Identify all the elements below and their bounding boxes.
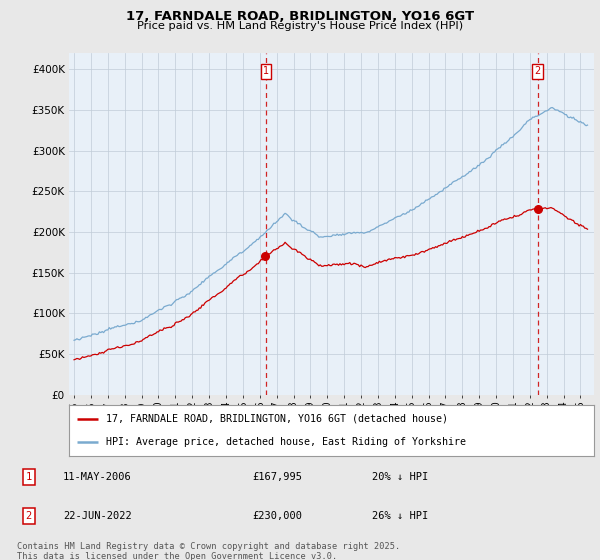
Text: 2: 2 — [535, 66, 541, 76]
Text: £167,995: £167,995 — [252, 472, 302, 482]
Text: 20% ↓ HPI: 20% ↓ HPI — [372, 472, 428, 482]
Text: Price paid vs. HM Land Registry's House Price Index (HPI): Price paid vs. HM Land Registry's House … — [137, 21, 463, 31]
Text: 17, FARNDALE ROAD, BRIDLINGTON, YO16 6GT: 17, FARNDALE ROAD, BRIDLINGTON, YO16 6GT — [126, 10, 474, 23]
Text: 1: 1 — [26, 472, 32, 482]
Text: Contains HM Land Registry data © Crown copyright and database right 2025.
This d: Contains HM Land Registry data © Crown c… — [17, 542, 400, 560]
Text: 1: 1 — [263, 66, 269, 76]
Text: 17, FARNDALE ROAD, BRIDLINGTON, YO16 6GT (detached house): 17, FARNDALE ROAD, BRIDLINGTON, YO16 6GT… — [106, 414, 448, 424]
Text: 2: 2 — [26, 511, 32, 521]
Text: HPI: Average price, detached house, East Riding of Yorkshire: HPI: Average price, detached house, East… — [106, 437, 466, 447]
Text: £230,000: £230,000 — [252, 511, 302, 521]
Text: 26% ↓ HPI: 26% ↓ HPI — [372, 511, 428, 521]
Text: 22-JUN-2022: 22-JUN-2022 — [63, 511, 132, 521]
Text: 11-MAY-2006: 11-MAY-2006 — [63, 472, 132, 482]
